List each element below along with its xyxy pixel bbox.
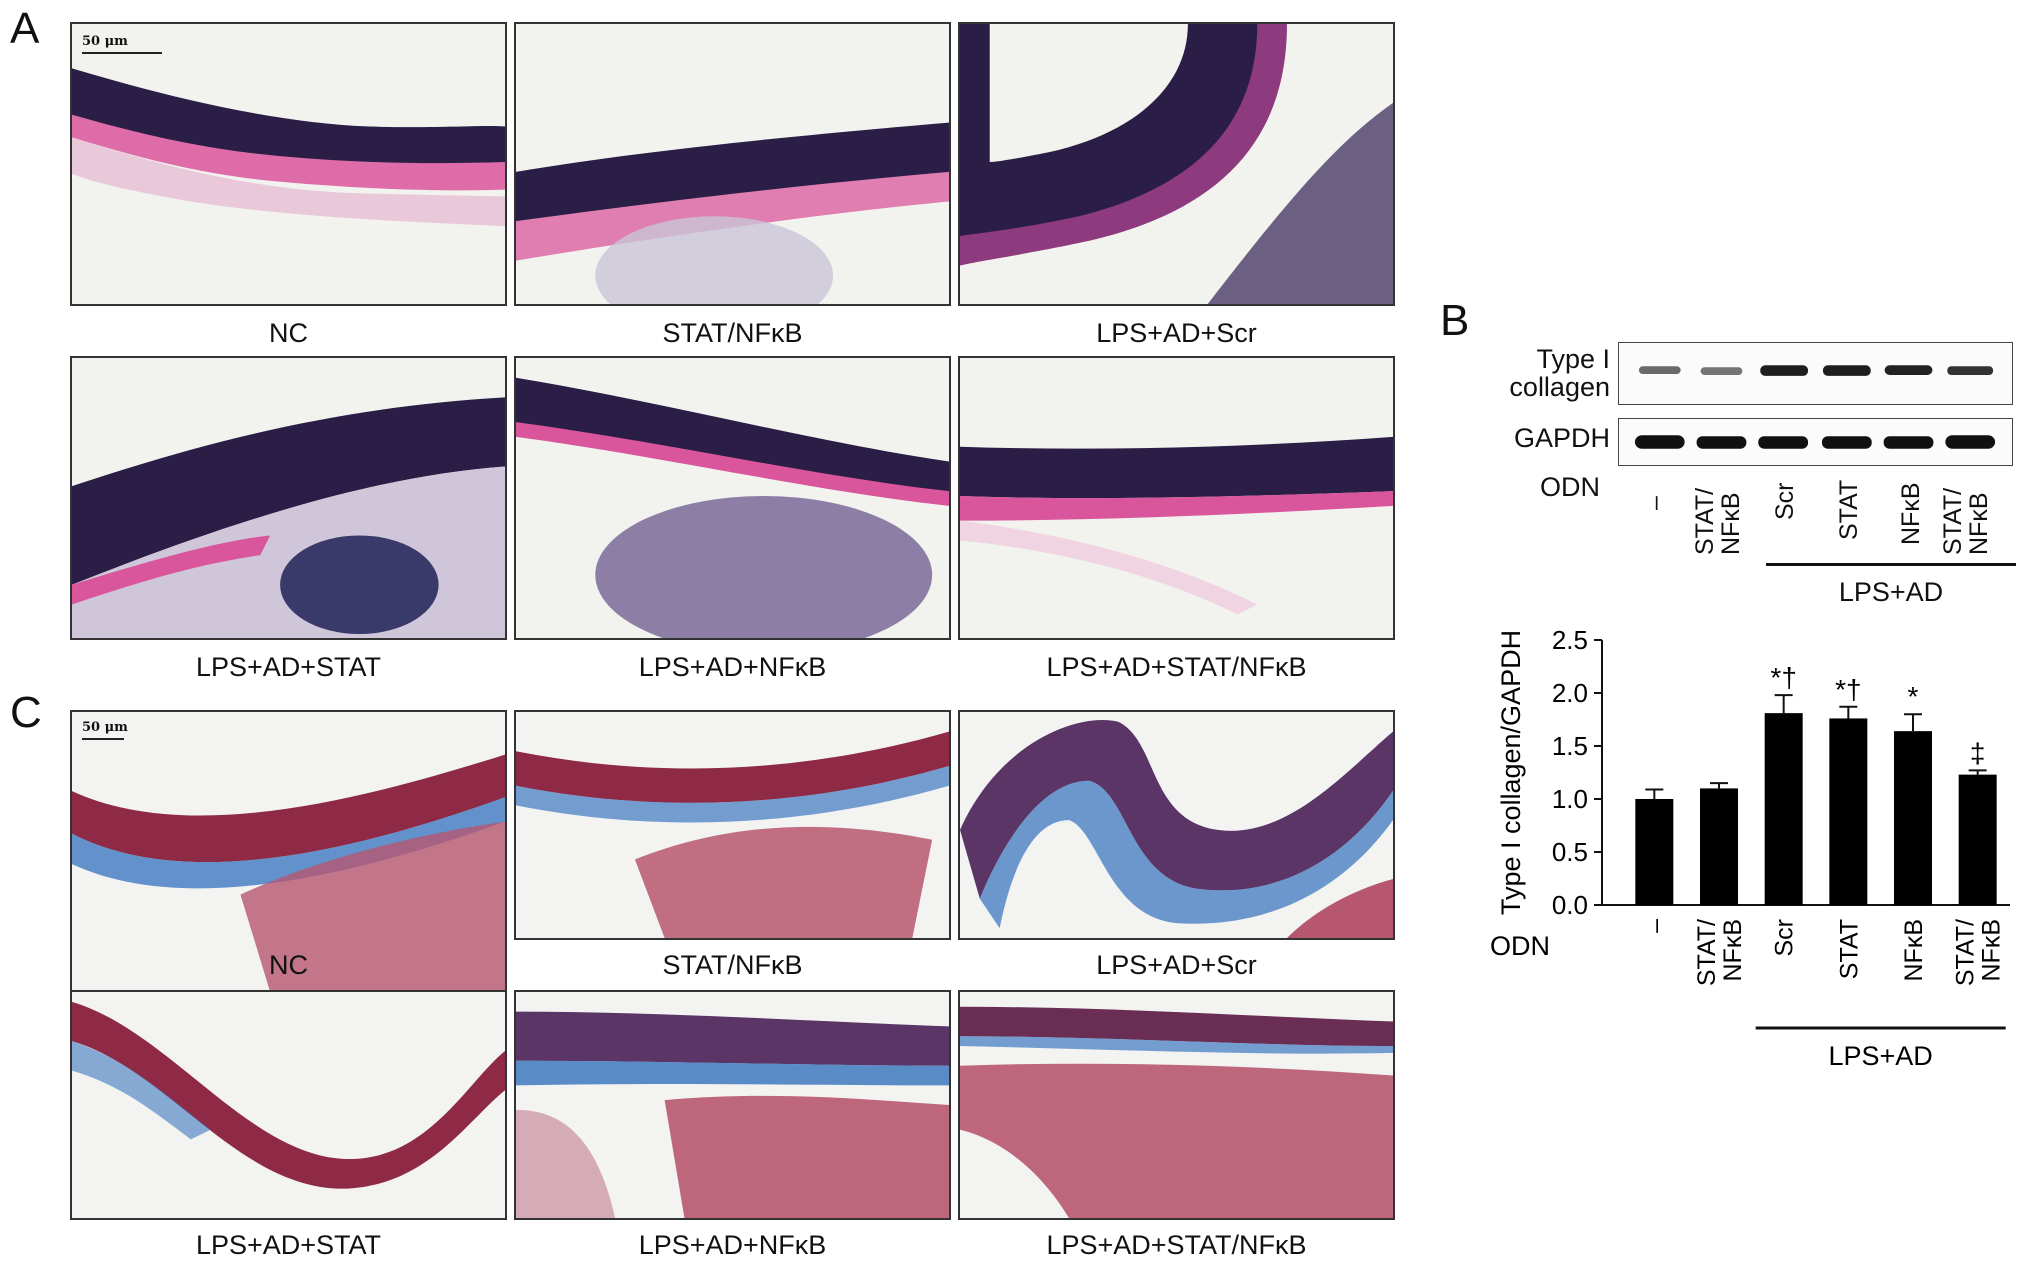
x-tick-label: STAT xyxy=(1835,919,1863,979)
lane-label-6: STAT/ NFκB xyxy=(1939,487,1993,555)
group-line-blot xyxy=(1766,563,2016,566)
x-tick-label: NFκB xyxy=(1900,919,1928,982)
y-tick-label: 1.5 xyxy=(1552,731,1588,761)
caption-c-3: LPS+AD+Scr xyxy=(1096,950,1257,980)
caption-c-2: STAT/NFκB xyxy=(662,950,803,980)
x-tick-label-text: Scr xyxy=(1771,919,1799,957)
blot-label-type-i-collagen: Type I collagen xyxy=(1509,344,1610,402)
lane-label-1: – xyxy=(1641,496,1669,510)
caption-a-5: LPS+AD+NFκB xyxy=(638,652,827,682)
x-tick-label-text: – xyxy=(1641,919,1669,933)
caption-a-4: LPS+AD+STAT xyxy=(195,652,382,682)
significance-label: * xyxy=(1908,681,1919,712)
blot-label-gapdh: GAPDH xyxy=(1513,423,1610,453)
y-tick-label: 1.0 xyxy=(1552,784,1588,814)
caption-c-4: LPS+AD+STAT xyxy=(195,1230,382,1260)
panel-letter-a: A xyxy=(10,4,40,53)
caption-c-5: LPS+AD+NFκB xyxy=(638,1230,827,1260)
bar xyxy=(1829,718,1868,905)
micrograph-c-lps-ad-stat xyxy=(70,990,507,1220)
x-tick-label-text: NFκB xyxy=(1900,919,1928,982)
caption-c-6: LPS+AD+STAT/NFκB xyxy=(1046,1230,1307,1260)
lane-label-5: NFκB xyxy=(1897,482,1925,546)
caption-a-6: LPS+AD+STAT/NFκB xyxy=(1046,652,1307,682)
y-axis-title: Type I collagen/GAPDH xyxy=(1496,630,1526,915)
bar-chart: 0.0 0.5 1.0 1.5 2.0 2.5 Type I collagen/GAPDH –… xyxy=(1490,625,2010,1071)
odn-label-blot: ODN xyxy=(1540,472,1600,502)
x-tick-label-text: NFκB xyxy=(1978,919,2006,982)
x-tick-label: – xyxy=(1641,919,1669,933)
micrograph-a-lps-ad-stat xyxy=(70,356,507,640)
y-tick-label: 0.0 xyxy=(1552,890,1588,920)
caption-a-3: LPS+AD+Scr xyxy=(1096,318,1257,348)
blot-type-i-collagen xyxy=(1618,342,2013,405)
scale-bar-a: 50 μm xyxy=(82,34,162,54)
panel-letter-c: C xyxy=(10,688,42,737)
x-tick-label-text: STAT xyxy=(1835,919,1863,979)
caption-a-2: STAT/NFκB xyxy=(662,318,803,348)
bar xyxy=(1894,731,1932,905)
bar xyxy=(1764,713,1803,905)
micrograph-c-nc: 50 μm xyxy=(70,710,507,994)
micrograph-a-nc: 50 μm xyxy=(70,22,507,306)
group-label: LPS+AD xyxy=(1829,1041,1933,1071)
significance-label: *† xyxy=(1835,674,1861,705)
bar xyxy=(1700,788,1738,905)
micrograph-c-stat-nfkb xyxy=(514,710,951,940)
micrograph-a-stat-nfkb xyxy=(514,22,951,306)
micrograph-a-lps-ad-stat-nfkb xyxy=(958,356,1395,640)
lane-label-4: STAT xyxy=(1835,479,1863,540)
group-label-blot: LPS+AD xyxy=(1838,577,1944,607)
micrograph-a-lps-ad-scr xyxy=(958,22,1395,306)
lane-label-2: STAT/ NFκB xyxy=(1691,487,1745,555)
scale-bar-c: 50 μm xyxy=(82,720,128,740)
x-tick-label: Scr xyxy=(1771,919,1799,957)
micrograph-c-lps-ad-stat-nfkb xyxy=(958,990,1395,1220)
x-tick-label-text: NFκB xyxy=(1719,919,1747,982)
x-tick-label: STAT/NFκB xyxy=(1693,919,1747,986)
caption-a-1: NC xyxy=(269,318,308,348)
significance-label: ‡ xyxy=(1970,737,1986,768)
micrograph-c-lps-ad-scr xyxy=(958,710,1395,940)
micrograph-c-lps-ad-nfkb xyxy=(514,990,951,1220)
x-axis-title: ODN xyxy=(1490,931,1550,961)
y-tick-label: 2.0 xyxy=(1552,678,1588,708)
x-tick-label: STAT/NFκB xyxy=(1952,919,2006,986)
blot-gapdh xyxy=(1618,418,2013,466)
micrograph-a-lps-ad-nfkb xyxy=(514,356,951,640)
y-tick-label: 0.5 xyxy=(1552,837,1588,867)
x-tick-label-text: STAT/ xyxy=(1952,919,1980,986)
panel-letter-b: B xyxy=(1440,296,1470,345)
lane-label-3: Scr xyxy=(1771,482,1799,521)
y-tick-label: 2.5 xyxy=(1552,625,1588,655)
scale-bar-label: 50 μm xyxy=(82,720,128,735)
bar xyxy=(1635,799,1674,905)
significance-label: *† xyxy=(1770,662,1796,693)
scale-bar-label: 50 μm xyxy=(82,34,128,49)
x-tick-label-text: STAT/ xyxy=(1693,919,1721,986)
caption-c-1: NC xyxy=(269,950,308,980)
bar xyxy=(1958,774,1997,905)
